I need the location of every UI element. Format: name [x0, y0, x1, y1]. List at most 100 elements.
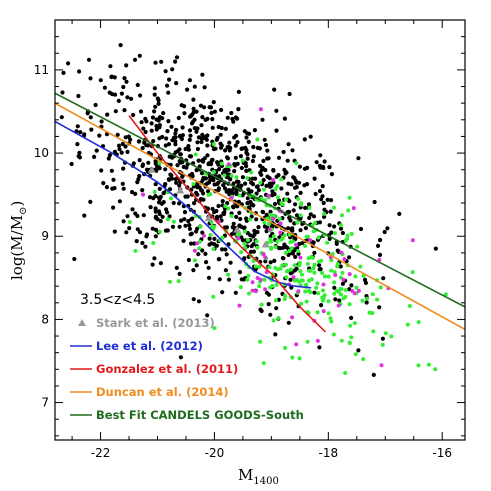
data-point-black	[206, 265, 211, 270]
data-point-black	[216, 257, 221, 262]
data-point-green	[380, 342, 385, 347]
data-point-black	[308, 134, 313, 139]
data-point-black	[154, 117, 159, 122]
data-point-black	[297, 241, 302, 247]
data-point-black	[224, 167, 229, 172]
data-point-black	[264, 229, 269, 234]
data-point-green	[280, 263, 285, 268]
data-point-black	[202, 105, 207, 110]
data-point-black	[85, 111, 90, 116]
data-point-green	[269, 245, 273, 250]
data-point-black	[322, 159, 327, 164]
data-point-black	[262, 224, 267, 229]
data-point-black	[288, 277, 293, 282]
data-point-green	[247, 291, 252, 296]
data-point-black	[153, 104, 158, 109]
data-point-black	[194, 168, 199, 173]
data-point-green	[333, 231, 337, 236]
data-point-green	[245, 277, 250, 282]
data-point-black	[332, 285, 337, 290]
data-point-green	[242, 241, 247, 246]
data-point-black	[107, 153, 112, 158]
data-point-black	[298, 228, 303, 233]
data-point-black	[188, 154, 194, 159]
legend-label: Lee et al. (2012)	[96, 339, 203, 353]
data-point-black	[205, 143, 210, 148]
data-point-black	[195, 126, 200, 131]
data-point-black	[173, 131, 178, 136]
data-point-black	[381, 276, 386, 281]
data-point-black	[319, 303, 324, 308]
data-point-black	[278, 246, 283, 251]
data-point-black	[205, 153, 210, 158]
data-point-black	[260, 209, 265, 214]
data-point-black	[303, 205, 308, 210]
data-point-black	[60, 90, 65, 95]
data-point-black	[202, 156, 207, 161]
data-point-green	[284, 269, 289, 274]
data-point-black	[144, 232, 150, 237]
data-point-black	[125, 95, 130, 100]
data-point-black	[199, 139, 204, 145]
data-point-green	[238, 285, 243, 290]
data-point-black	[189, 231, 194, 236]
data-point-green	[371, 329, 376, 334]
data-point-black	[119, 150, 124, 155]
data-point-green	[133, 248, 138, 253]
data-point-black	[153, 182, 158, 187]
data-point-black	[279, 186, 284, 191]
data-point-magenta	[296, 289, 301, 294]
data-point-black	[170, 224, 176, 229]
data-point-green	[309, 254, 314, 259]
data-point-black	[372, 199, 377, 205]
data-point-black	[250, 182, 256, 187]
data-point-green	[352, 321, 357, 326]
data-point-black	[317, 345, 322, 350]
data-point-black	[307, 215, 312, 220]
data-point-black	[322, 207, 327, 212]
data-point-black	[265, 156, 270, 161]
data-point-black	[153, 60, 158, 65]
data-point-black	[239, 165, 244, 171]
data-point-black	[356, 348, 361, 353]
data-point-black	[174, 81, 179, 86]
data-point-black	[236, 89, 241, 94]
data-point-magenta	[351, 206, 356, 211]
data-point-black	[138, 109, 144, 114]
data-point-green	[276, 316, 281, 320]
data-point-black	[200, 115, 205, 120]
data-point-black	[255, 229, 260, 235]
data-point-green	[325, 240, 330, 245]
data-point-black	[201, 175, 206, 181]
data-point-black	[101, 181, 106, 186]
data-point-black	[191, 268, 196, 273]
data-point-black	[153, 206, 158, 211]
data-point-green	[299, 301, 304, 306]
y-tick-label: 9	[41, 229, 49, 243]
data-point-black	[292, 221, 297, 226]
data-point-black	[303, 226, 308, 231]
x-axis-title: M1400	[238, 466, 279, 487]
data-point-black	[238, 216, 243, 222]
data-point-black	[143, 244, 148, 249]
data-point-black	[137, 158, 142, 163]
data-point-magenta	[356, 288, 361, 293]
data-point-black	[127, 226, 132, 231]
data-point-black	[196, 158, 201, 163]
data-point-black	[129, 96, 134, 101]
data-point-green	[282, 233, 287, 238]
data-point-black	[174, 55, 180, 60]
data-point-green	[219, 161, 224, 166]
data-point-black	[296, 180, 302, 185]
data-point-black	[212, 236, 217, 241]
data-point-magenta	[294, 242, 298, 247]
data-point-black	[220, 290, 225, 295]
data-point-black	[207, 236, 212, 241]
data-point-black	[191, 97, 196, 102]
x-tick-label: -22	[91, 446, 111, 460]
data-point-black	[255, 145, 260, 150]
data-point-magenta	[290, 315, 295, 320]
data-point-black	[237, 210, 242, 215]
data-point-black	[155, 96, 160, 101]
data-point-black	[187, 226, 192, 231]
